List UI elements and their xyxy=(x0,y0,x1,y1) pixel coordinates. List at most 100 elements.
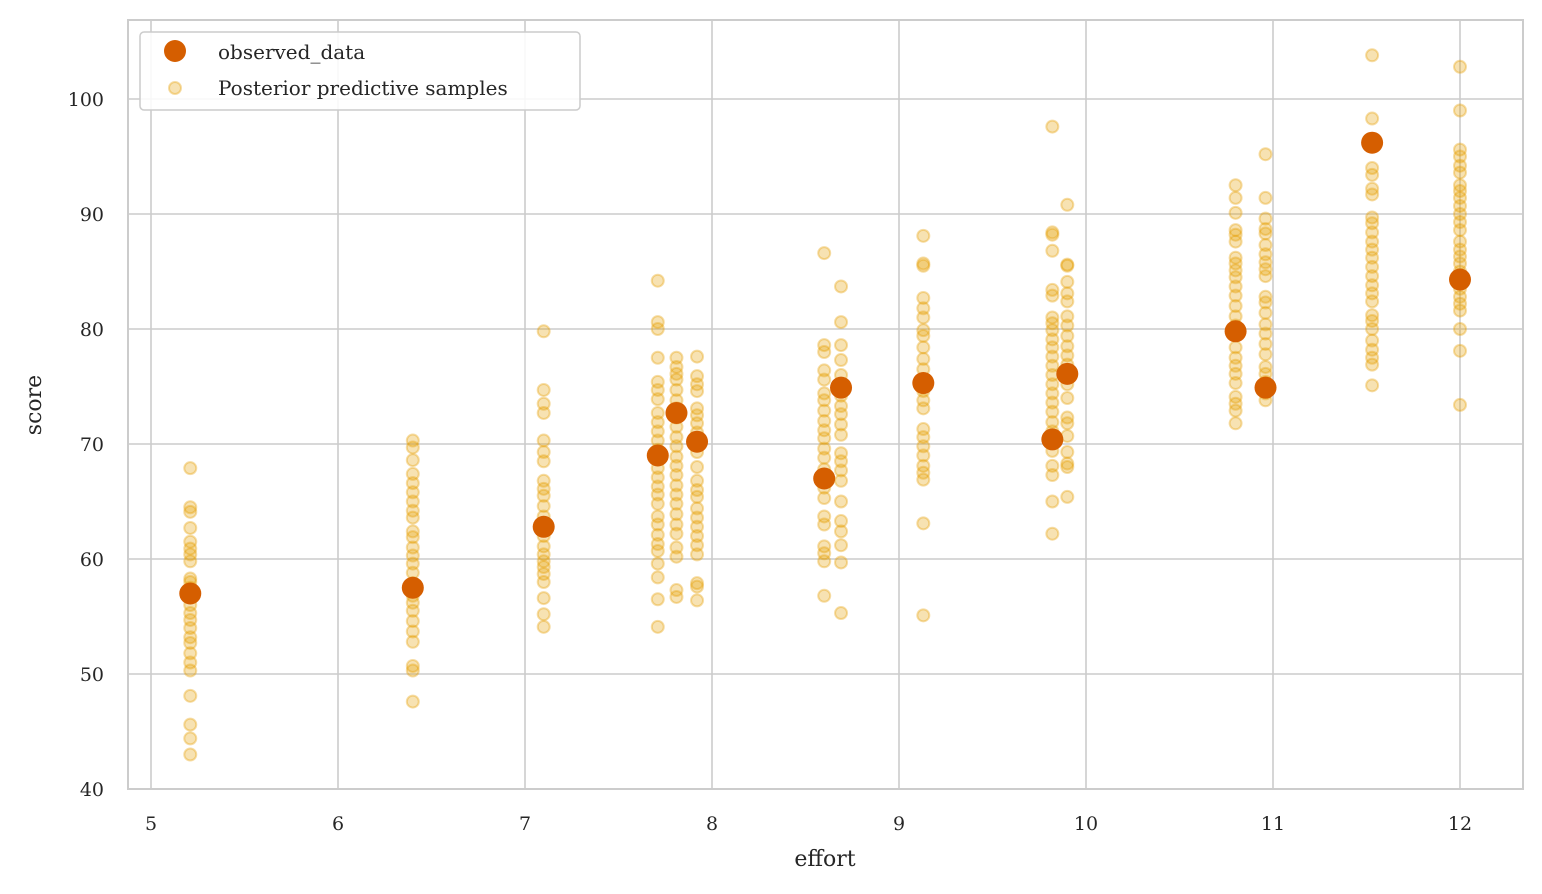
posterior-sample-point xyxy=(690,483,705,497)
posterior-sample-point xyxy=(1258,359,1273,374)
posterior-sample-point xyxy=(183,504,198,519)
x-tick-label: 12 xyxy=(1448,813,1472,835)
posterior-sample-point xyxy=(1045,227,1060,242)
posterior-sample-point xyxy=(1045,119,1060,134)
posterior-sample-point xyxy=(536,324,551,339)
posterior-sample-point xyxy=(690,384,705,399)
posterior-sample-point xyxy=(817,403,832,418)
posterior-sample-point xyxy=(536,539,551,554)
posterior-sample-point xyxy=(536,405,551,420)
posterior-sample-point xyxy=(650,543,665,558)
posterior-sample-point xyxy=(834,353,849,368)
posterior-sample-point xyxy=(1060,197,1075,212)
posterior-sample-point xyxy=(669,526,684,541)
posterior-sample-point xyxy=(1045,316,1060,331)
posterior-sample-point xyxy=(916,256,931,271)
posterior-sample-point xyxy=(834,454,849,469)
posterior-sample-point xyxy=(1045,349,1060,364)
posterior-sample-point xyxy=(536,481,551,496)
posterior-sample-point xyxy=(405,658,420,673)
posterior-sample-point xyxy=(1258,305,1273,320)
posterior-sample-point xyxy=(405,614,420,629)
legend-marker-samples xyxy=(168,81,182,95)
posterior-sample-point xyxy=(669,496,684,511)
posterior-sample-point xyxy=(1228,250,1243,265)
y-tick-label: 40 xyxy=(80,779,104,801)
posterior-sample-point xyxy=(916,458,931,473)
posterior-sample-point xyxy=(1453,178,1467,193)
posterior-sample-point xyxy=(536,382,551,397)
posterior-sample-point xyxy=(1045,358,1060,373)
posterior-sample-point xyxy=(1258,289,1273,304)
posterior-sample-point xyxy=(669,359,684,374)
observed-data-point xyxy=(665,401,688,424)
posterior-sample-point xyxy=(650,374,665,389)
posterior-sample-point xyxy=(1060,318,1075,333)
posterior-sample-point xyxy=(817,386,832,401)
posterior-sample-point xyxy=(834,514,849,529)
posterior-sample-point xyxy=(1228,205,1243,220)
observed-data-point xyxy=(813,467,836,490)
observed-data-point xyxy=(830,376,853,399)
posterior-sample-point xyxy=(690,593,705,608)
posterior-sample-point xyxy=(536,433,551,448)
posterior-sample-point xyxy=(1258,238,1273,253)
posterior-sample-point xyxy=(650,509,665,524)
posterior-sample-point xyxy=(536,591,551,606)
posterior-sample-point xyxy=(405,603,420,618)
posterior-sample-point xyxy=(1060,410,1075,425)
posterior-sample-point xyxy=(690,547,705,562)
posterior-sample-point xyxy=(183,630,198,645)
posterior-sample-point xyxy=(183,621,198,635)
observed-data-point xyxy=(179,582,202,605)
posterior-sample-point xyxy=(1258,317,1273,332)
posterior-sample-point xyxy=(1453,207,1467,221)
posterior-sample-point xyxy=(1228,288,1243,303)
posterior-sample-point xyxy=(1228,396,1243,411)
x-axis-label: effort xyxy=(794,847,855,872)
posterior-sample-point xyxy=(536,473,551,488)
posterior-sample-point xyxy=(916,228,931,243)
posterior-sample-point xyxy=(916,351,931,366)
posterior-sample-point xyxy=(690,401,705,416)
posterior-sample-point xyxy=(183,541,198,556)
posterior-sample-point xyxy=(1258,347,1273,362)
posterior-sample-point xyxy=(1258,226,1273,241)
posterior-sample-point xyxy=(1258,336,1273,351)
posterior-sample-point xyxy=(183,606,198,621)
posterior-sample-point xyxy=(817,363,832,378)
posterior-sample-point xyxy=(669,458,684,473)
posterior-sample-point xyxy=(405,503,420,518)
posterior-sample-point xyxy=(834,473,849,488)
observed-data-point xyxy=(1041,428,1064,451)
posterior-sample-point xyxy=(536,566,551,581)
y-tick-label: 50 xyxy=(80,664,104,686)
posterior-sample-point xyxy=(1453,198,1467,213)
posterior-sample-point xyxy=(916,323,931,338)
y-tick-label: 80 xyxy=(80,319,104,341)
posterior-sample-point xyxy=(1045,323,1060,338)
posterior-sample-point xyxy=(1453,223,1467,238)
posterior-sample-point xyxy=(1365,210,1380,225)
posterior-sample-point xyxy=(1060,258,1075,273)
posterior-sample-point xyxy=(536,547,551,562)
posterior-sample-point xyxy=(1365,111,1380,126)
posterior-sample-point xyxy=(690,501,705,516)
posterior-sample-point xyxy=(405,524,420,539)
posterior-sample-point xyxy=(1045,332,1060,347)
posterior-sample-point xyxy=(1453,234,1467,249)
posterior-sample-point xyxy=(669,366,684,381)
posterior-sample-point xyxy=(1258,190,1273,205)
posterior-sample-point xyxy=(834,279,849,294)
x-tick-label: 9 xyxy=(893,813,905,835)
posterior-sample-point xyxy=(405,510,420,525)
posterior-sample-point xyxy=(1258,221,1273,236)
posterior-sample-point xyxy=(817,509,832,524)
observed-data-point xyxy=(646,444,669,467)
posterior-sample-point xyxy=(1060,489,1075,504)
posterior-sample-point xyxy=(1365,333,1380,348)
posterior-sample-point xyxy=(536,499,551,514)
posterior-sample-point xyxy=(690,489,705,504)
posterior-sample-point xyxy=(817,246,832,261)
posterior-sample-point xyxy=(650,392,665,407)
